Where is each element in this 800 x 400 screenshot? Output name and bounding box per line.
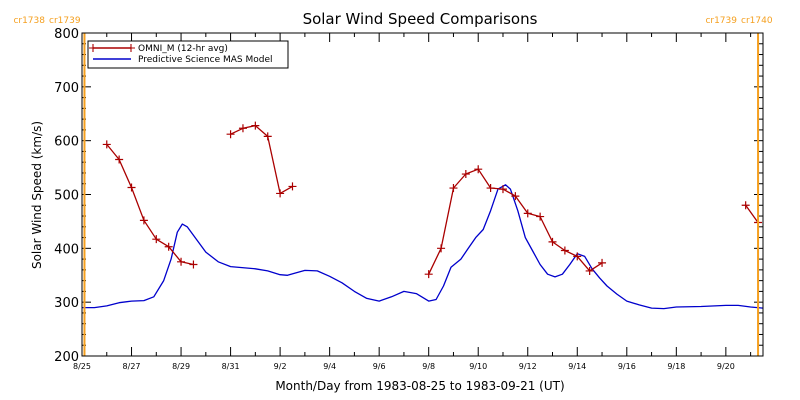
y-tick-label: 700 xyxy=(54,81,79,96)
x-tick-label: 9/12 xyxy=(519,362,537,371)
y-tick-label: 400 xyxy=(54,242,79,257)
legend-marker xyxy=(89,44,135,52)
data-point-marker xyxy=(560,246,569,255)
data-point-marker xyxy=(424,270,433,279)
y-tick-label: 800 xyxy=(54,27,79,42)
legend-box xyxy=(87,40,289,69)
data-point-marker xyxy=(115,155,124,164)
series-line xyxy=(745,204,759,223)
series-line xyxy=(428,168,603,275)
data-point-marker xyxy=(461,170,470,179)
x-tick-label: 9/20 xyxy=(717,362,735,371)
data-point-marker xyxy=(449,184,458,193)
x-tick-label: 8/29 xyxy=(172,362,190,371)
legend: OMNI_M (12-hr avg)Predictive Science MAS… xyxy=(87,40,289,69)
x-tick-label: 8/27 xyxy=(123,362,141,371)
data-point-marker xyxy=(523,209,532,218)
axes-layer: 200 300 400 500 600 700 800 8/25 8/27 8/29 8/31 9/2… xyxy=(54,27,763,371)
series-line xyxy=(106,143,194,266)
legend-label: Predictive Science MAS Model xyxy=(138,55,273,65)
x-tick-label: 9/18 xyxy=(667,362,685,371)
x-tick-label: 9/6 xyxy=(373,362,386,371)
data-point-marker xyxy=(741,201,750,210)
data-point-marker xyxy=(238,124,247,133)
series-line xyxy=(82,184,764,310)
y-axis-label: Solar Wind Speed (km/s) xyxy=(30,121,44,269)
rotation-layer: cr1738 cr1739 cr1739 cr1740 xyxy=(13,16,773,356)
data-point-marker xyxy=(164,242,173,251)
data-point-marker xyxy=(548,237,557,246)
data-point-marker xyxy=(251,121,260,130)
series-layer xyxy=(82,124,764,310)
data-point-marker xyxy=(127,183,136,192)
legend-label: OMNI_M (12-hr avg) xyxy=(138,44,228,54)
data-point-marker xyxy=(486,184,495,193)
data-point-marker xyxy=(536,212,545,221)
data-point-marker xyxy=(276,189,285,198)
data-point-marker xyxy=(598,258,607,267)
data-point-marker xyxy=(498,185,507,194)
data-point-marker xyxy=(177,257,186,266)
rotation-label: cr1739 xyxy=(49,16,81,26)
y-tick-label: 600 xyxy=(54,135,79,150)
y-tick-label: 500 xyxy=(54,189,79,204)
data-point-marker xyxy=(102,140,111,149)
x-axis-label: Month/Day from 1983-08-25 to 1983-09-21 … xyxy=(275,379,564,393)
data-point-marker xyxy=(139,216,148,225)
rotation-label: cr1738 xyxy=(13,16,45,26)
x-tick-label: 9/2 xyxy=(274,362,287,371)
data-point-marker xyxy=(263,132,272,141)
chart-title: Solar Wind Speed Comparisons xyxy=(303,10,538,28)
x-tick-label: 8/25 xyxy=(73,362,91,371)
x-tick-label: 8/31 xyxy=(222,362,240,371)
data-point-marker xyxy=(152,235,161,244)
data-point-marker xyxy=(226,130,235,139)
data-point-marker xyxy=(189,260,198,269)
data-point-marker xyxy=(585,266,594,275)
data-point-marker xyxy=(288,182,297,191)
x-tick-label: 9/14 xyxy=(568,362,586,371)
x-tick-label: 9/10 xyxy=(469,362,487,371)
series-line xyxy=(230,124,293,195)
y-tick-label: 300 xyxy=(54,296,79,311)
y-tick-label: 200 xyxy=(54,350,79,365)
data-point-marker xyxy=(437,244,446,253)
x-tick-label: 9/16 xyxy=(618,362,636,371)
x-tick-label: 9/4 xyxy=(323,362,336,371)
plot-frame xyxy=(81,32,764,357)
rotation-label: cr1740 xyxy=(741,16,773,26)
data-point-marker xyxy=(573,252,582,261)
x-tick-label: 9/8 xyxy=(422,362,435,371)
data-point-marker xyxy=(511,192,520,201)
marker-layer xyxy=(102,121,763,279)
rotation-label: cr1739 xyxy=(705,16,737,26)
data-point-marker xyxy=(474,165,483,174)
